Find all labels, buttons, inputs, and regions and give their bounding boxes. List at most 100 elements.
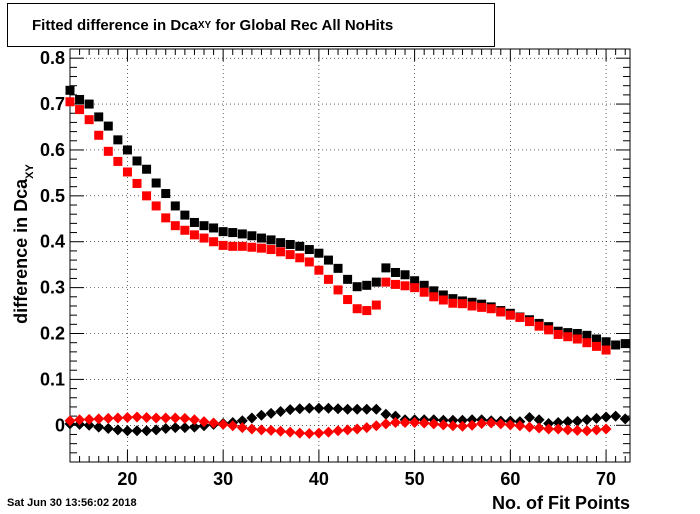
data-point-diamond bbox=[389, 417, 401, 429]
data-point-square bbox=[323, 274, 333, 284]
data-point-diamond bbox=[418, 417, 430, 429]
plot-frame bbox=[69, 48, 631, 463]
data-point-diamond bbox=[303, 428, 315, 440]
data-point-square bbox=[276, 238, 286, 248]
data-point-square bbox=[362, 280, 372, 290]
data-point-square bbox=[438, 290, 448, 300]
data-point-square bbox=[199, 233, 209, 243]
data-point-diamond bbox=[610, 410, 622, 422]
data-point-diamond bbox=[581, 425, 593, 437]
data-point-diamond bbox=[236, 422, 248, 434]
data-point-diamond bbox=[399, 417, 411, 429]
data-point-diamond bbox=[342, 403, 354, 415]
data-point-square bbox=[161, 189, 171, 199]
data-point-diamond bbox=[342, 424, 354, 436]
data-point-square bbox=[381, 263, 391, 273]
data-point-square bbox=[151, 178, 161, 188]
data-point-square bbox=[505, 310, 515, 320]
y-tick-label: 0.8 bbox=[40, 48, 65, 68]
data-point-square bbox=[103, 146, 113, 156]
data-point-diamond bbox=[255, 409, 267, 421]
data-point-diamond bbox=[93, 421, 105, 433]
data-point-diamond bbox=[409, 417, 421, 429]
data-point-square bbox=[75, 105, 85, 115]
data-point-diamond bbox=[590, 412, 602, 424]
data-point-square bbox=[122, 145, 132, 155]
data-point-diamond bbox=[332, 403, 344, 415]
data-point-diamond bbox=[389, 410, 401, 422]
data-point-square bbox=[295, 253, 305, 263]
data-point-square bbox=[486, 304, 496, 314]
data-point-square bbox=[477, 302, 487, 312]
x-tick-label: 40 bbox=[309, 469, 329, 489]
data-point-square bbox=[544, 325, 554, 335]
data-point-diamond bbox=[141, 425, 153, 437]
data-point-square bbox=[237, 241, 247, 251]
data-point-square bbox=[524, 317, 534, 327]
data-point-diamond bbox=[208, 417, 220, 429]
data-point-diamond bbox=[150, 424, 162, 436]
data-point-square bbox=[113, 156, 123, 166]
data-point-diamond bbox=[543, 417, 555, 429]
data-point-square bbox=[314, 265, 324, 275]
data-point-square bbox=[209, 223, 219, 233]
data-point-square bbox=[429, 286, 439, 296]
data-point-square bbox=[448, 294, 458, 304]
data-point-square bbox=[371, 300, 381, 310]
data-point-diamond bbox=[543, 423, 555, 435]
data-point-diamond bbox=[322, 426, 334, 438]
data-point-square bbox=[218, 227, 228, 237]
data-point-square bbox=[371, 277, 381, 287]
data-point-diamond bbox=[447, 414, 459, 426]
data-point-diamond bbox=[121, 425, 133, 437]
data-point-diamond bbox=[265, 407, 277, 419]
data-point-diamond bbox=[600, 411, 612, 423]
data-point-diamond bbox=[590, 424, 602, 436]
data-point-diamond bbox=[600, 423, 612, 435]
data-point-diamond bbox=[93, 413, 105, 425]
data-point-diamond bbox=[275, 425, 287, 437]
x-tick-label: 60 bbox=[500, 469, 520, 489]
data-point-square bbox=[189, 230, 199, 240]
data-point-diamond bbox=[523, 421, 535, 433]
data-point-square bbox=[438, 295, 448, 305]
data-point-diamond bbox=[160, 412, 172, 424]
data-point-diamond bbox=[351, 403, 363, 415]
y-tick-label: 0.5 bbox=[40, 186, 65, 206]
data-point-diamond bbox=[303, 402, 315, 414]
data-point-square bbox=[132, 156, 142, 166]
y-axis-label: difference in DcaXY bbox=[11, 163, 36, 323]
data-point-square bbox=[170, 221, 180, 231]
y-tick-label: 0.2 bbox=[40, 324, 65, 344]
data-point-square bbox=[448, 298, 458, 308]
x-tick-label: 70 bbox=[596, 469, 616, 489]
y-axis-label-main: difference in Dca bbox=[11, 178, 31, 324]
data-point-square bbox=[209, 237, 219, 247]
data-point-diamond bbox=[265, 424, 277, 436]
data-point-square bbox=[410, 283, 420, 293]
data-point-diamond bbox=[169, 422, 181, 434]
data-point-diamond bbox=[112, 412, 124, 424]
data-point-diamond bbox=[121, 411, 133, 423]
data-point-diamond bbox=[380, 418, 392, 430]
data-point-square bbox=[304, 245, 314, 255]
data-point-diamond bbox=[169, 412, 181, 424]
data-point-diamond bbox=[466, 414, 478, 426]
data-point-diamond bbox=[476, 417, 488, 429]
data-point-diamond bbox=[533, 414, 545, 426]
data-point-square bbox=[563, 332, 573, 342]
data-point-square bbox=[591, 334, 601, 344]
data-point-diamond bbox=[188, 414, 200, 426]
data-point-square bbox=[285, 250, 295, 260]
data-point-square bbox=[362, 306, 372, 316]
chart-title-prefix: Fitted difference in Dca bbox=[32, 16, 198, 34]
data-point-diamond bbox=[255, 424, 267, 436]
data-point-square bbox=[266, 245, 276, 255]
data-point-diamond bbox=[188, 421, 200, 433]
data-point-square bbox=[161, 213, 171, 223]
data-point-square bbox=[256, 233, 266, 243]
data-point-diamond bbox=[351, 423, 363, 435]
data-point-diamond bbox=[64, 415, 76, 427]
data-point-diamond bbox=[313, 427, 325, 439]
